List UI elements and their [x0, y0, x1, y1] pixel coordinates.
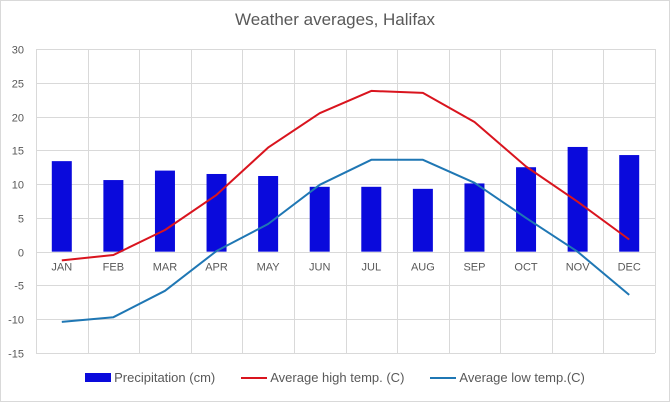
line-high-temp — [61, 89, 630, 262]
y-tick-label: 25 — [12, 79, 24, 91]
bar-precipitation — [361, 186, 382, 252]
y-tick-label: -10 — [8, 315, 24, 327]
x-tick-label: OCT — [514, 262, 538, 274]
y-tick-label: 5 — [18, 214, 24, 226]
x-tick-label: JAN — [51, 262, 72, 274]
legend-label: Average low temp.(C) — [459, 370, 585, 385]
bar-precipitation — [464, 183, 485, 252]
legend-item-low-temp: Average low temp.(C) — [430, 370, 585, 385]
bar-precipitation — [619, 155, 640, 252]
temperature-lines — [61, 89, 630, 323]
x-tick-label: MAR — [153, 262, 178, 274]
legend-item-precipitation: Precipitation (cm) — [85, 370, 215, 385]
bar-precipitation — [51, 161, 72, 252]
legend: Precipitation (cm) Average high temp. (C… — [0, 370, 670, 385]
legend-label: Average high temp. (C) — [270, 370, 405, 385]
legend-item-high-temp: Average high temp. (C) — [241, 370, 404, 385]
y-axis-ticks: 30 25 20 15 10 5 0 -5 -10 -15 — [8, 45, 24, 361]
y-tick-label: 15 — [12, 146, 24, 158]
bar-precipitation — [567, 146, 588, 252]
x-axis-labels: JAN FEB MAR APR MAY JUN JUL AUG SEP OCT NOV DEC — [51, 262, 640, 274]
x-tick-label: FEB — [103, 262, 124, 274]
legend-swatch-line-icon — [430, 376, 457, 379]
y-tick-label: 0 — [18, 248, 24, 260]
x-tick-label: AUG — [411, 262, 435, 274]
bar-precipitation — [258, 176, 279, 252]
y-tick-label: 30 — [12, 45, 24, 57]
y-tick-label: 10 — [12, 180, 24, 192]
x-tick-label: NOV — [566, 262, 591, 274]
legend-swatch-bar-icon — [85, 373, 112, 382]
y-tick-label: -5 — [14, 281, 24, 293]
bar-precipitation — [309, 186, 330, 252]
bar-precipitation — [206, 173, 227, 252]
bar-precipitation — [412, 188, 433, 252]
x-tick-label: JUL — [362, 262, 382, 274]
legend-swatch-line-icon — [241, 376, 268, 379]
chart-title: Weather averages, Halifax — [234, 10, 435, 29]
y-tick-label: -15 — [8, 349, 24, 361]
grid — [36, 49, 656, 354]
x-tick-label: APR — [205, 262, 228, 274]
line-low-temp — [61, 158, 630, 323]
legend-label: Precipitation (cm) — [114, 370, 216, 385]
bar-precipitation — [516, 167, 537, 252]
x-tick-label: DEC — [618, 262, 641, 274]
x-tick-label: MAY — [257, 262, 281, 274]
bar-precipitation — [103, 180, 124, 252]
bar-precipitation — [154, 170, 175, 252]
x-tick-label: SEP — [463, 262, 485, 274]
y-tick-label: 20 — [12, 113, 24, 125]
x-tick-label: JUN — [309, 262, 330, 274]
